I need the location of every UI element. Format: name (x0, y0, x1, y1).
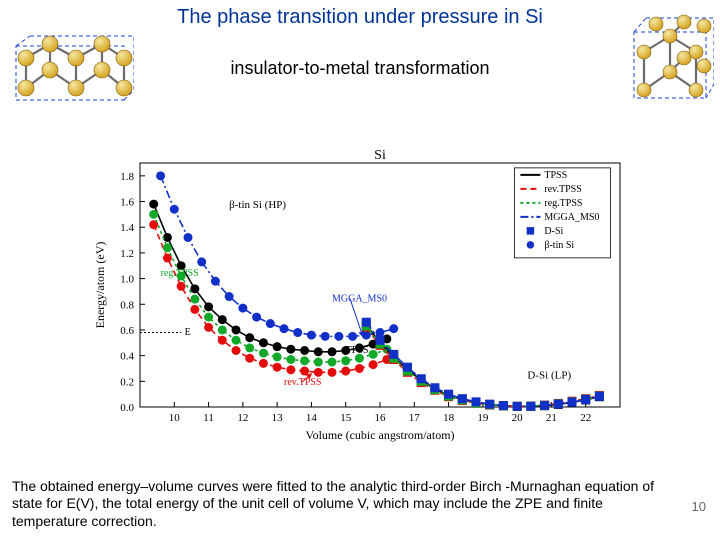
svg-text:Si: Si (374, 148, 386, 163)
svg-text:1.2: 1.2 (120, 248, 134, 260)
svg-text:17: 17 (409, 412, 421, 424)
svg-text:14: 14 (306, 412, 318, 424)
svg-text:D-Si: D-Si (544, 226, 563, 237)
svg-text:β-tin Si: β-tin Si (544, 240, 574, 251)
svg-text:β-tin Si (HP): β-tin Si (HP) (229, 199, 286, 211)
svg-text:22: 22 (580, 412, 591, 424)
page-title: The phase transition under pressure in S… (0, 6, 720, 29)
svg-text:1.0: 1.0 (120, 274, 134, 286)
svg-text:19: 19 (477, 412, 489, 424)
svg-text:1.6: 1.6 (120, 197, 134, 209)
svg-text:1.8: 1.8 (120, 171, 134, 183)
svg-text:Volume (cubic angstrom/atom): Volume (cubic angstrom/atom) (305, 428, 454, 442)
svg-text:MGGA_MS0: MGGA_MS0 (332, 294, 387, 305)
svg-text:21: 21 (546, 412, 557, 424)
svg-text:reg.TPSS: reg.TPSS (544, 198, 582, 209)
page-number: 10 (692, 499, 706, 514)
caption-text: The obtained energy–volume curves were f… (12, 478, 670, 531)
svg-text:0.2: 0.2 (120, 376, 134, 388)
svg-text:1.4: 1.4 (120, 222, 134, 234)
svg-text:10: 10 (169, 412, 181, 424)
svg-text:0.6: 0.6 (120, 325, 134, 337)
svg-text:12: 12 (237, 412, 248, 424)
svg-text:16: 16 (375, 412, 387, 424)
svg-text:13: 13 (272, 412, 284, 424)
svg-text:TPSS: TPSS (544, 170, 567, 181)
crystal-structure-left (6, 30, 134, 116)
svg-text:0.8: 0.8 (120, 299, 134, 311)
svg-text:0.0: 0.0 (120, 402, 134, 414)
svg-text:11: 11 (203, 412, 214, 424)
energy-volume-chart: 10 11 12 13 14 15 16 17 18 19 20 21 22 0.0 0.2 0.4 0.6 0.… (90, 145, 630, 445)
svg-text:18: 18 (443, 412, 455, 424)
svg-text:reg.TPSS: reg.TPSS (161, 268, 199, 279)
svg-text:E: E (185, 327, 191, 338)
svg-text:MGGA_MS0: MGGA_MS0 (544, 212, 599, 223)
crystal-structure-right (626, 8, 714, 106)
svg-text:D-Si (LP): D-Si (LP) (527, 370, 571, 382)
svg-text:15: 15 (340, 412, 352, 424)
svg-text:rev.TPSS: rev.TPSS (544, 184, 581, 195)
svg-text:rev.TPSS: rev.TPSS (284, 377, 321, 388)
svg-text:0.4: 0.4 (120, 351, 134, 363)
svg-text:Energy/atom (eV): Energy/atom (eV) (93, 242, 107, 329)
svg-text:TPSS: TPSS (346, 345, 369, 356)
svg-text:20: 20 (512, 412, 523, 424)
